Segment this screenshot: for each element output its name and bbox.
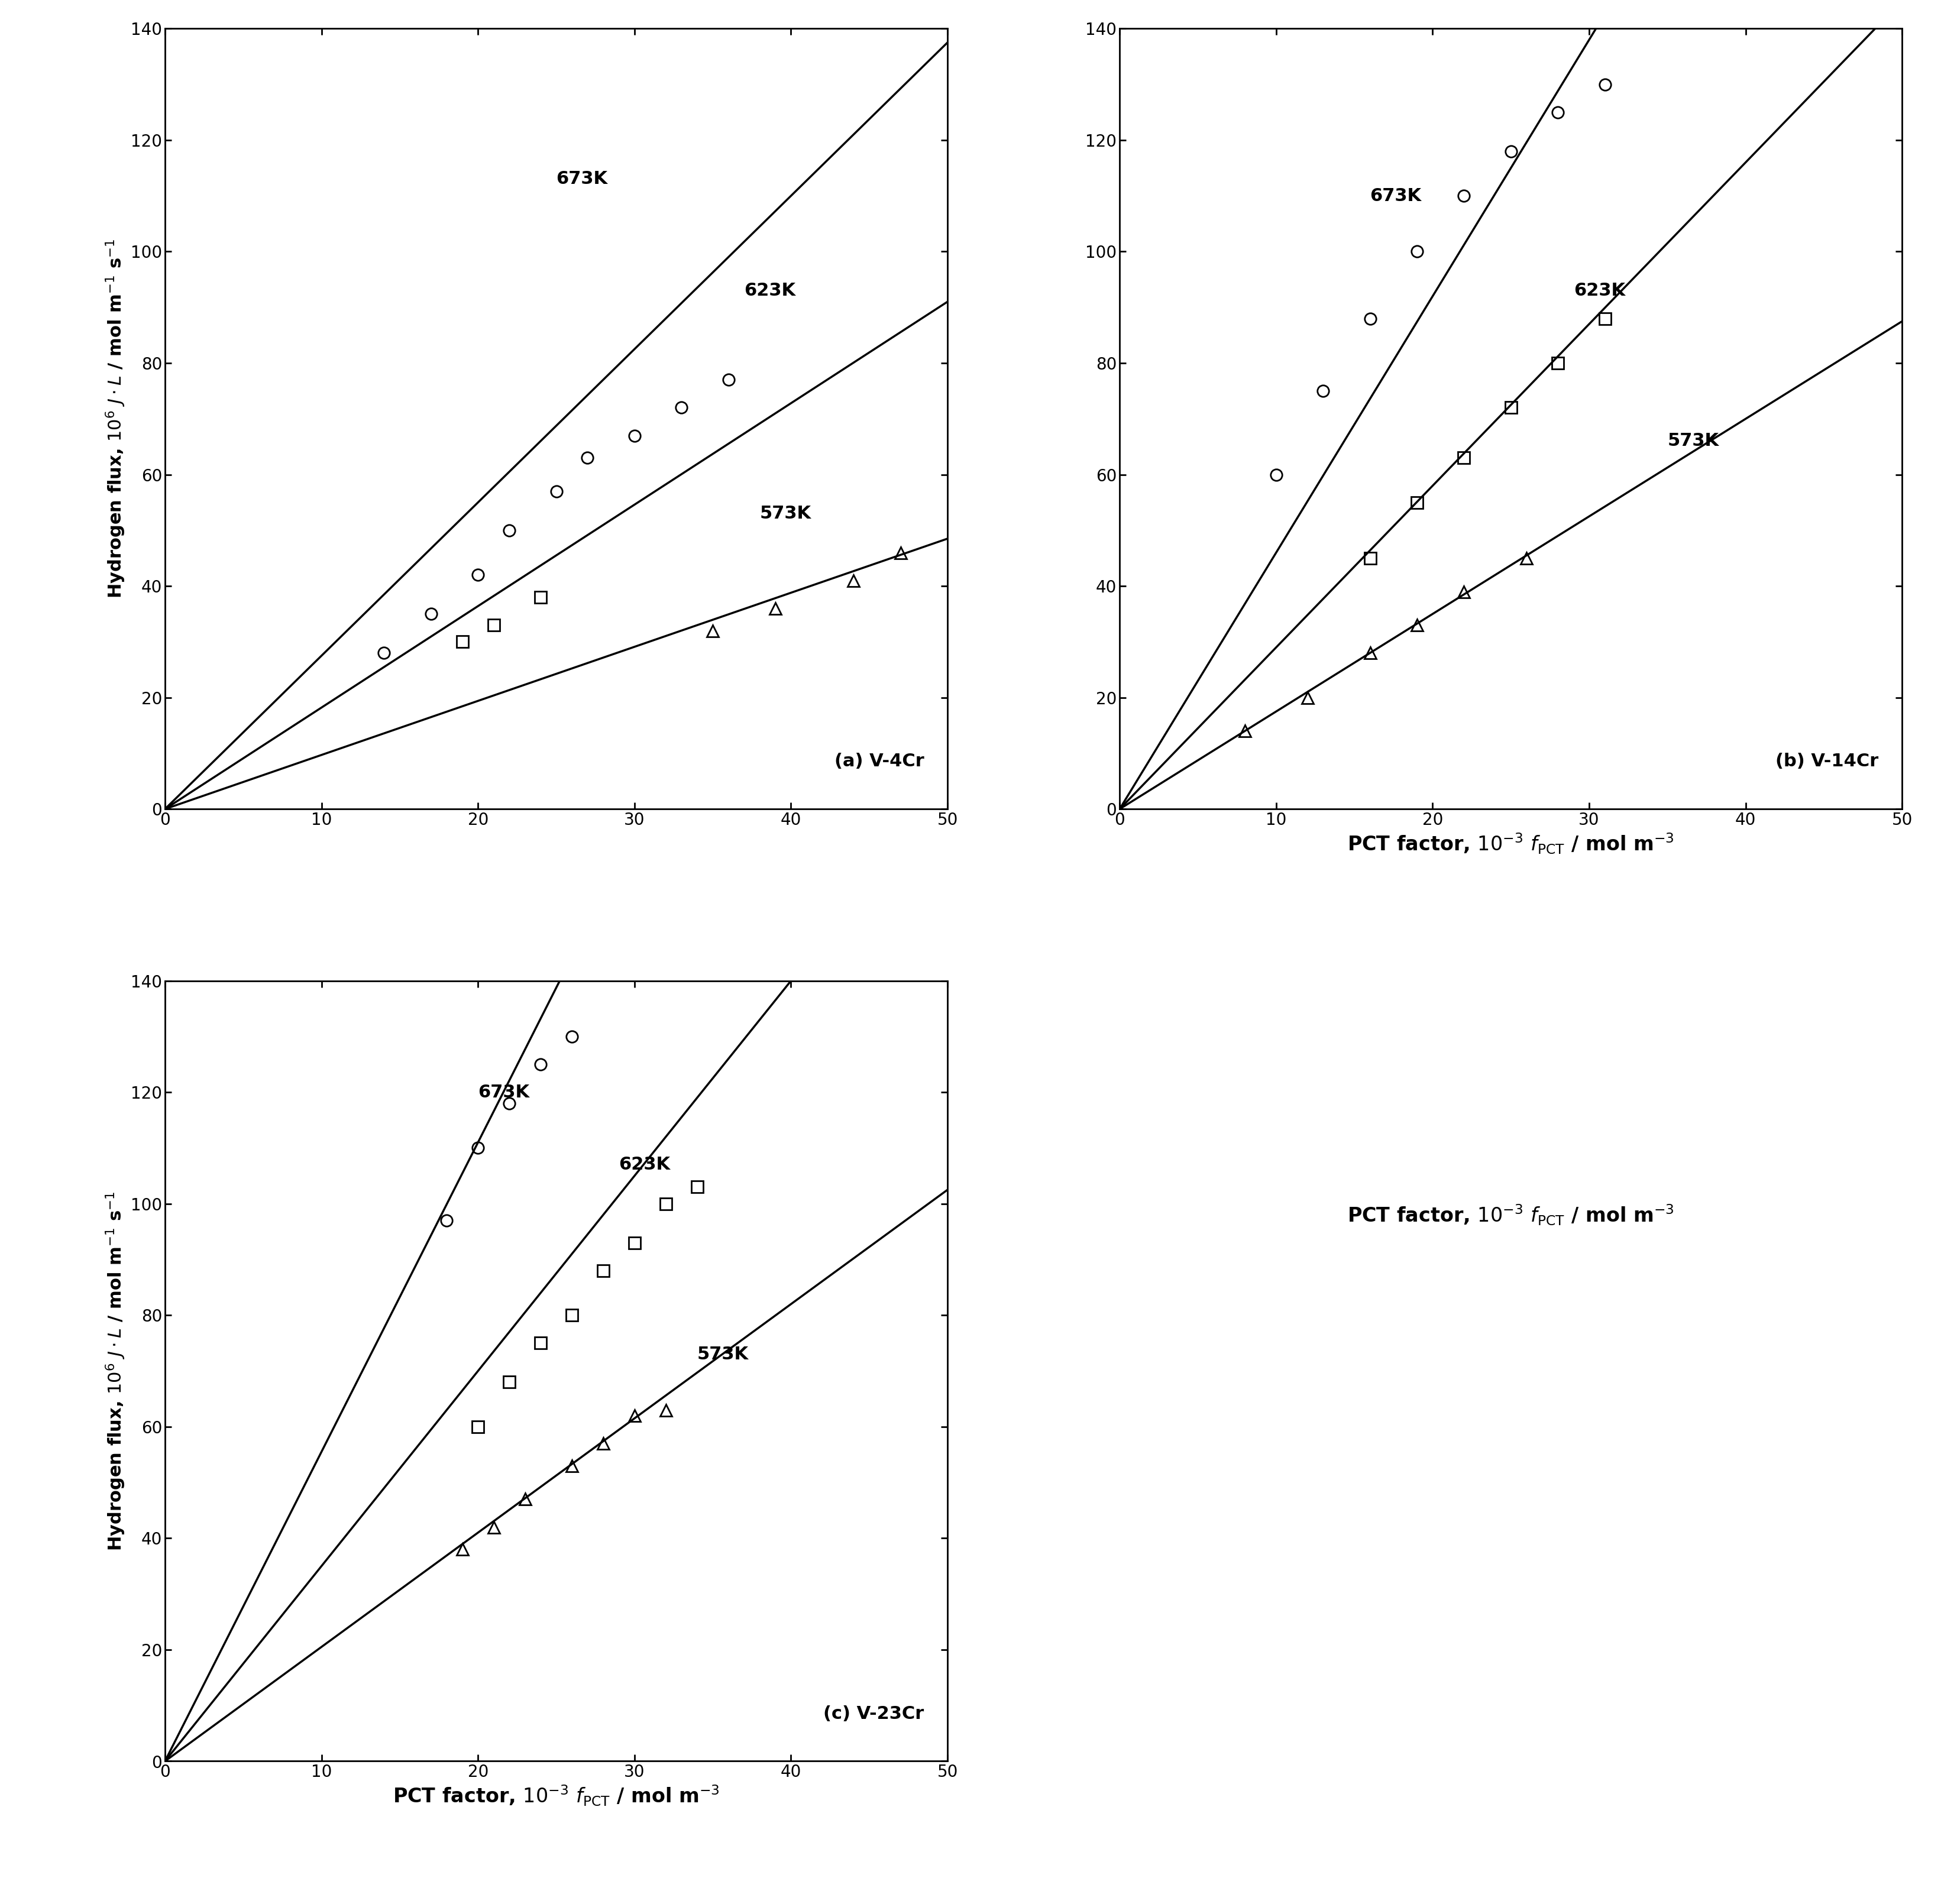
Text: 623K: 623K bbox=[1574, 282, 1625, 299]
Text: 673K: 673K bbox=[1370, 187, 1421, 204]
Text: 573K: 573K bbox=[759, 505, 811, 522]
Text: 673K: 673K bbox=[557, 171, 608, 188]
Text: (b) V-14Cr: (b) V-14Cr bbox=[1776, 752, 1879, 769]
Text: (a) V-4Cr: (a) V-4Cr bbox=[835, 752, 924, 769]
Y-axis label: Hydrogen flux, $10^6$ $J \cdot L$ / mol m$^{-1}$ s$^{-1}$: Hydrogen flux, $10^6$ $J \cdot L$ / mol … bbox=[105, 1192, 128, 1552]
X-axis label: PCT factor, $10^{-3}$ $f_{\rm PCT}$ / mol m$^{-3}$: PCT factor, $10^{-3}$ $f_{\rm PCT}$ / mo… bbox=[392, 1784, 720, 1809]
X-axis label: PCT factor, $10^{-3}$ $f_{\rm PCT}$ / mol m$^{-3}$: PCT factor, $10^{-3}$ $f_{\rm PCT}$ / mo… bbox=[1347, 832, 1675, 855]
Text: PCT factor, $10^{-3}$ $f_{\rm PCT}$ / mol m$^{-3}$: PCT factor, $10^{-3}$ $f_{\rm PCT}$ / mo… bbox=[1347, 1203, 1675, 1226]
Text: 573K: 573K bbox=[1667, 432, 1720, 449]
Y-axis label: Hydrogen flux, $10^6$ $J \cdot L$ / mol m$^{-1}$ s$^{-1}$: Hydrogen flux, $10^6$ $J \cdot L$ / mol … bbox=[105, 238, 128, 598]
Text: 673K: 673K bbox=[477, 1083, 530, 1101]
Text: 623K: 623K bbox=[743, 282, 796, 299]
Text: 573K: 573K bbox=[697, 1346, 749, 1363]
Text: 623K: 623K bbox=[619, 1156, 670, 1173]
Text: (c) V-23Cr: (c) V-23Cr bbox=[823, 1704, 924, 1723]
